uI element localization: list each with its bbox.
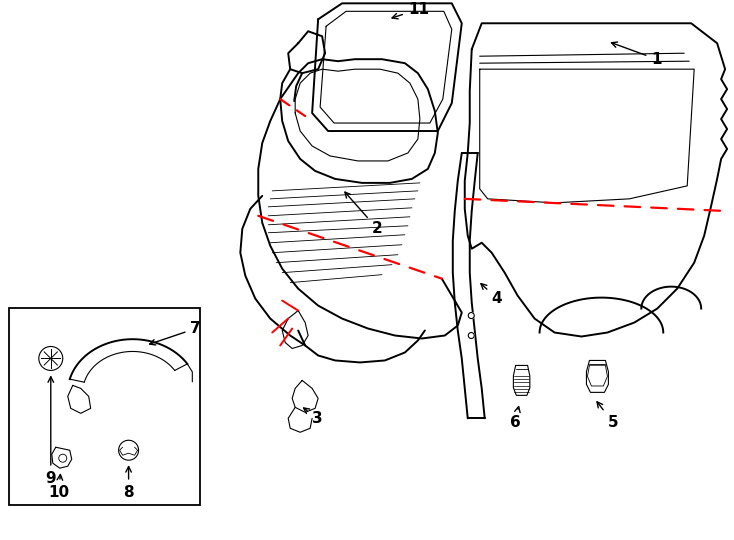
Circle shape: [119, 440, 139, 460]
Text: 4: 4: [481, 284, 502, 306]
Text: 10: 10: [48, 475, 69, 500]
Text: 11: 11: [392, 2, 429, 19]
Circle shape: [59, 454, 67, 462]
Text: 7: 7: [150, 321, 201, 345]
Text: 1: 1: [611, 42, 662, 67]
Circle shape: [468, 333, 474, 339]
Text: 5: 5: [597, 402, 618, 430]
Text: 2: 2: [345, 192, 382, 237]
Circle shape: [39, 347, 62, 370]
Text: 3: 3: [304, 408, 323, 426]
Text: 8: 8: [123, 467, 134, 500]
Text: 6: 6: [509, 407, 520, 430]
Circle shape: [468, 313, 474, 319]
FancyBboxPatch shape: [9, 308, 200, 505]
Text: 9: 9: [46, 377, 56, 485]
